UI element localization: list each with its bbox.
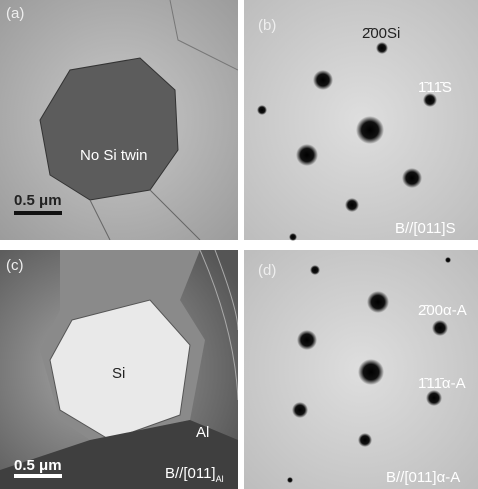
zone-axis: B//[011]Al <box>165 465 224 484</box>
annotation: Al <box>196 424 209 441</box>
panel-label: (b) <box>258 17 276 34</box>
panel-b: (b) 2̄00Si 1̄11̄S B//[011]S <box>244 0 478 241</box>
panel-a: (a) No Si twin 0.5 μm <box>0 0 238 240</box>
panel-label: (d) <box>258 262 276 279</box>
zone-axis-main: B//[011] <box>165 465 216 482</box>
panel-label: (c) <box>6 257 24 274</box>
spot-label: 1̄11̄α-A <box>418 375 466 392</box>
zone-axis: B//[011]α-A <box>386 469 460 486</box>
scale-bar-label: 0.5 μm <box>14 457 62 474</box>
spot-label: 2̄00Si <box>362 25 400 42</box>
scale-bar <box>14 474 62 478</box>
zone-axis-subscript: Al <box>216 474 224 484</box>
panel-c: (c) Si Al 0.5 μm B//[011]Al <box>0 250 238 489</box>
panel-d: (d) 2̄00α-A 1̄11̄α-A B//[011]α-A <box>244 250 478 489</box>
annotation: Si <box>112 365 125 382</box>
scale-bar-label: 0.5 μm <box>14 192 62 209</box>
zone-axis: B//[011]S <box>395 220 456 237</box>
spot-label: 1̄11̄S <box>418 79 452 96</box>
panel-label: (a) <box>6 5 24 22</box>
scale-bar <box>14 211 62 215</box>
figure: (a) No Si twin 0.5 μm (b) 2̄00Si 1̄11̄S … <box>0 0 478 489</box>
annotation: No Si twin <box>80 147 148 164</box>
spot-label: 2̄00α-A <box>418 302 467 319</box>
